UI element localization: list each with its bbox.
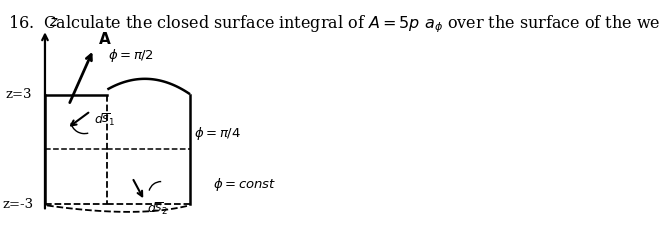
Text: $\phi=\pi/4$: $\phi=\pi/4$ [194,125,241,142]
Text: $\phi=\pi/2$: $\phi=\pi/2$ [109,46,155,63]
Text: $d\overline{s}_2$: $d\overline{s}_2$ [147,201,168,217]
Text: 16.  Calculate the closed surface integral of $A = 5p\ a_\phi$ over the surface : 16. Calculate the closed surface integra… [8,13,659,35]
Text: z=-3: z=-3 [2,198,34,211]
Text: $z$: $z$ [49,15,59,29]
Text: $\phi=const$: $\phi=const$ [213,176,276,193]
Text: $\mathbf{A}$: $\mathbf{A}$ [98,31,111,47]
Text: $d\overline{s}_1$: $d\overline{s}_1$ [94,112,115,128]
Text: z=3: z=3 [5,88,32,101]
